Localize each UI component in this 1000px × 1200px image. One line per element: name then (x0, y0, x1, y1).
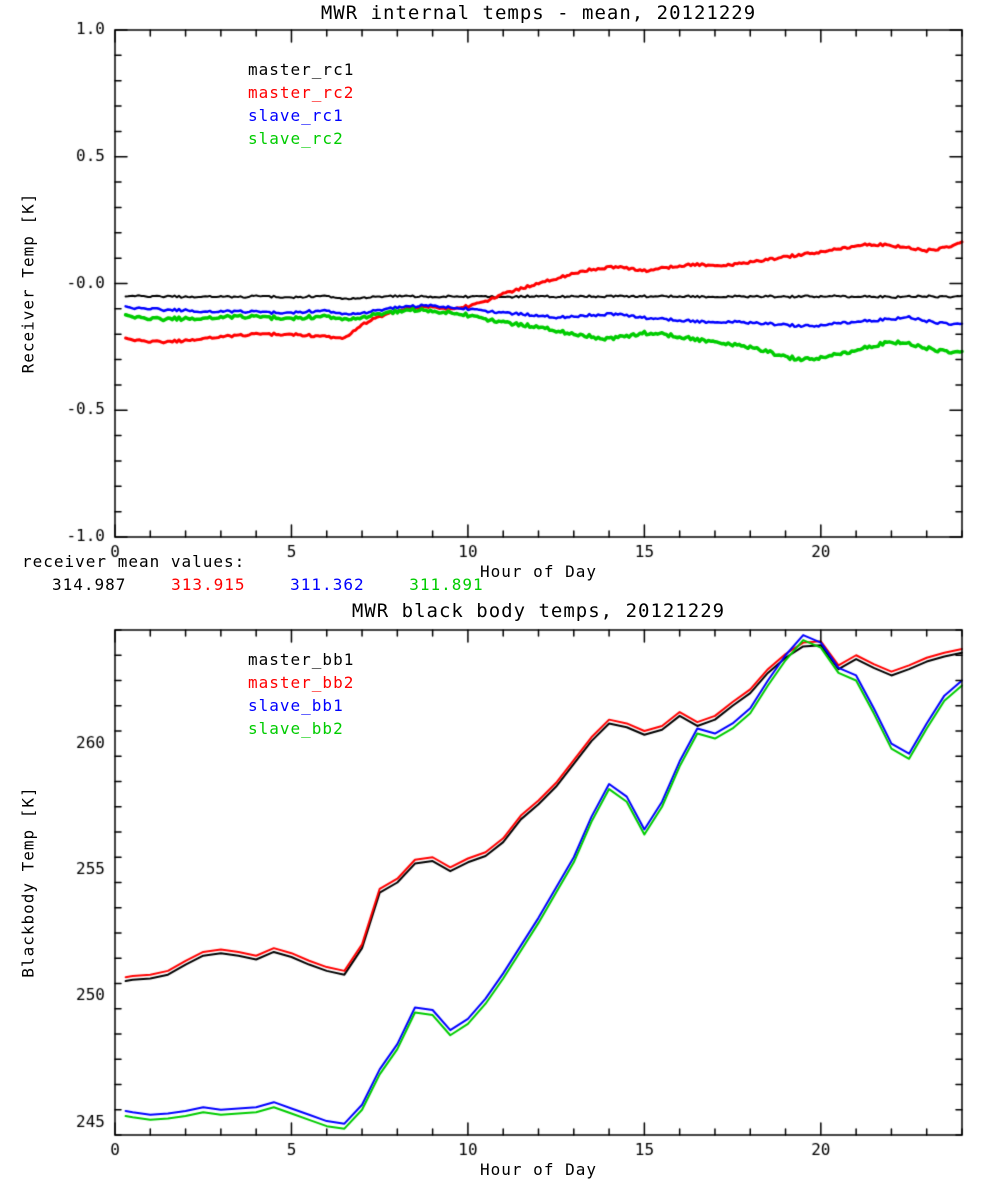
legend-item-master-rc1: master_rc1 (248, 60, 355, 79)
y-axis-label-blackbody: Blackbody Temp [K] (18, 786, 38, 978)
y-axis-label-receiver: Receiver Temp [K] (18, 192, 38, 374)
legend-item-master-bb2: master_bb2 (248, 673, 355, 692)
legend-item-slave-rc1: slave_rc1 (248, 106, 344, 125)
mean-value-slave-rc1: 311.362 (290, 575, 365, 594)
legend-item-master-rc2: master_rc2 (248, 83, 355, 102)
receiver-mean-values-label: receiver mean values: (22, 552, 246, 571)
chart-title-blackbody: MWR black body temps, 20121229 (351, 600, 726, 622)
receiver-mean-values-block: receiver mean values: 314.987 313.915 31… (22, 550, 518, 596)
legend-blackbody: master_bb1 master_bb2 slave_bb1 slave_bb… (248, 648, 354, 740)
chart-title-receiver: MWR internal temps - mean, 20121229 (320, 2, 757, 24)
mean-value-master-rc1: 314.987 (52, 575, 127, 594)
legend-item-master-bb1: master_bb1 (248, 650, 355, 669)
receiver-mean-values-row: 314.987 313.915 311.362 311.891 (22, 573, 518, 596)
mean-value-master-rc2: 313.915 (171, 575, 246, 594)
legend-item-slave-rc2: slave_rc2 (248, 129, 344, 148)
x-axis-label-blackbody: Hour of Day (480, 1160, 597, 1179)
legend-item-slave-bb1: slave_bb1 (248, 696, 344, 715)
legend-receiver: master_rc1 master_rc2 slave_rc1 slave_rc… (248, 58, 354, 150)
legend-item-slave-bb2: slave_bb2 (248, 719, 344, 738)
x-axis-label-receiver: Hour of Day (480, 562, 597, 581)
mean-value-slave-rc2: 311.891 (409, 575, 484, 594)
